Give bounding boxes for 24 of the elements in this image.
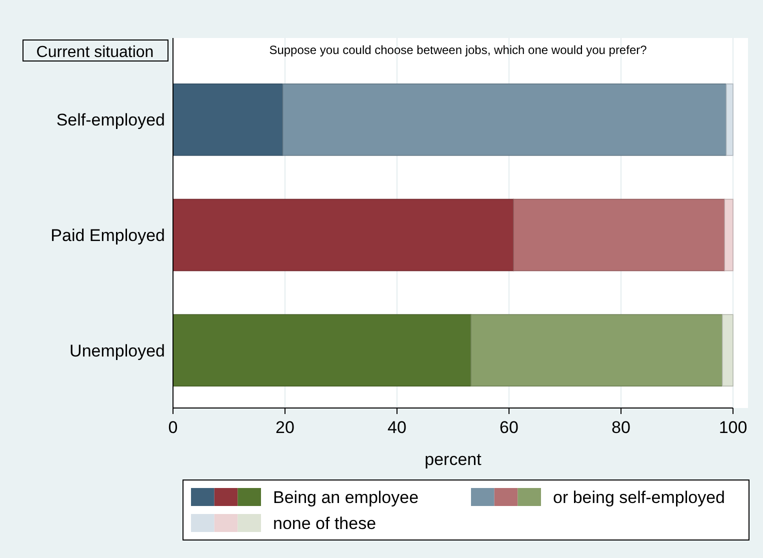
y-tick-label: Unemployed (70, 341, 165, 360)
legend-label: or being self-employed (553, 488, 725, 507)
bar (172, 84, 284, 156)
bar (722, 314, 734, 386)
x-tick-label: 40 (388, 418, 406, 437)
legend-label: none of these (273, 514, 376, 533)
x-tick-label: 80 (612, 418, 630, 437)
bar (724, 198, 734, 272)
bar (513, 198, 725, 272)
bar (282, 84, 727, 156)
y-axis-title: Current situation (36, 44, 154, 61)
x-axis-title: percent (424, 450, 482, 469)
bar (470, 314, 723, 386)
x-tick-label: 0 (168, 418, 178, 437)
x-tick-label: 100 (718, 418, 748, 437)
legend-label: Being an employee (273, 488, 419, 507)
y-tick-label: Paid Employed (50, 226, 165, 245)
y-tick-label: Self-employed (56, 110, 165, 130)
bar (726, 84, 734, 156)
x-tick-label: 60 (500, 418, 518, 437)
x-tick-label: 20 (276, 418, 294, 437)
bar (172, 198, 514, 272)
chart-title: Suppose you could choose between jobs, which one would you prefer? (269, 43, 648, 57)
bar (172, 314, 472, 386)
